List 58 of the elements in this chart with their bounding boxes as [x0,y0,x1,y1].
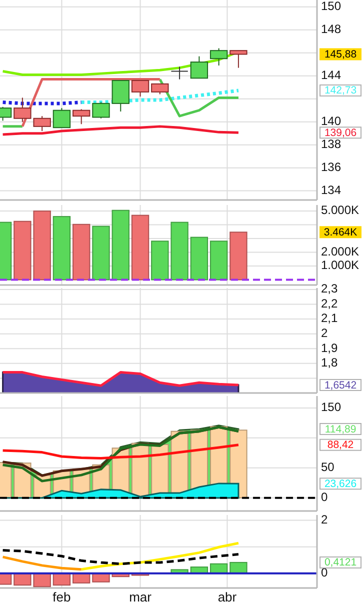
text: 1,6542 [324,379,357,392]
bar [131,214,150,280]
text: 114,89 [324,423,356,436]
candlestick [230,50,248,68]
text: 23,626 [324,478,357,490]
bar [230,232,248,280]
y-tick-label: 1,9 [321,340,338,355]
line-series [2,125,240,136]
candlestick [72,108,90,125]
y-tick-label: 140 [321,114,342,128]
bar [52,216,71,280]
candlestick [112,80,130,112]
text: 142,73 [324,84,357,97]
x-tick-label: abr [218,589,238,604]
line-series [2,371,240,387]
line-series [80,88,240,104]
y-tick-label: 0 [321,490,328,504]
y-tick-label: 138 [321,137,342,151]
y-tick-label: 2,3 [321,282,338,296]
y-tick-label: 2.000K [321,244,360,258]
y-tick-label: 148 [321,22,342,36]
y-tick-label: 1,8 [321,356,338,370]
y-tick-label: 50 [321,460,335,474]
text: 145,88 [324,48,357,61]
line-series [2,549,240,566]
y-tick-label: 150 [321,0,342,14]
candlestick [170,66,188,80]
bar [170,222,188,280]
text: 139,06 [324,126,357,139]
bar [230,562,248,574]
y-tick-label: 150 [321,400,342,414]
text: 3.464K [324,226,358,238]
text: 88,42 [327,439,354,452]
y-tick-label: 2,2 [321,296,338,310]
y-tick-label: 1.000K [321,258,360,272]
candlestick [151,83,169,95]
y-tick-label: 2,1 [321,311,338,326]
candlestick [52,108,71,128]
bar [210,240,228,280]
y-tick-label: 134 [321,182,342,197]
bar [92,226,110,280]
y-tick-label: 2 [321,512,328,526]
y-tick-label: 2 [321,326,328,340]
line-series [2,444,240,460]
y-tick-label: 5.000K [321,203,360,218]
line-series [2,556,83,571]
bar [112,210,130,280]
candlestick [131,80,150,98]
y-tick-label: 136 [321,160,342,174]
candlestick [190,56,208,79]
candlestick [210,48,228,66]
candlestick [92,102,110,119]
bar [190,236,208,280]
x-tick-label: feb [52,589,71,604]
bar [151,240,169,280]
y-tick-label: 144 [321,68,342,82]
x-tick-label: mar [129,589,152,604]
bar [72,224,90,280]
